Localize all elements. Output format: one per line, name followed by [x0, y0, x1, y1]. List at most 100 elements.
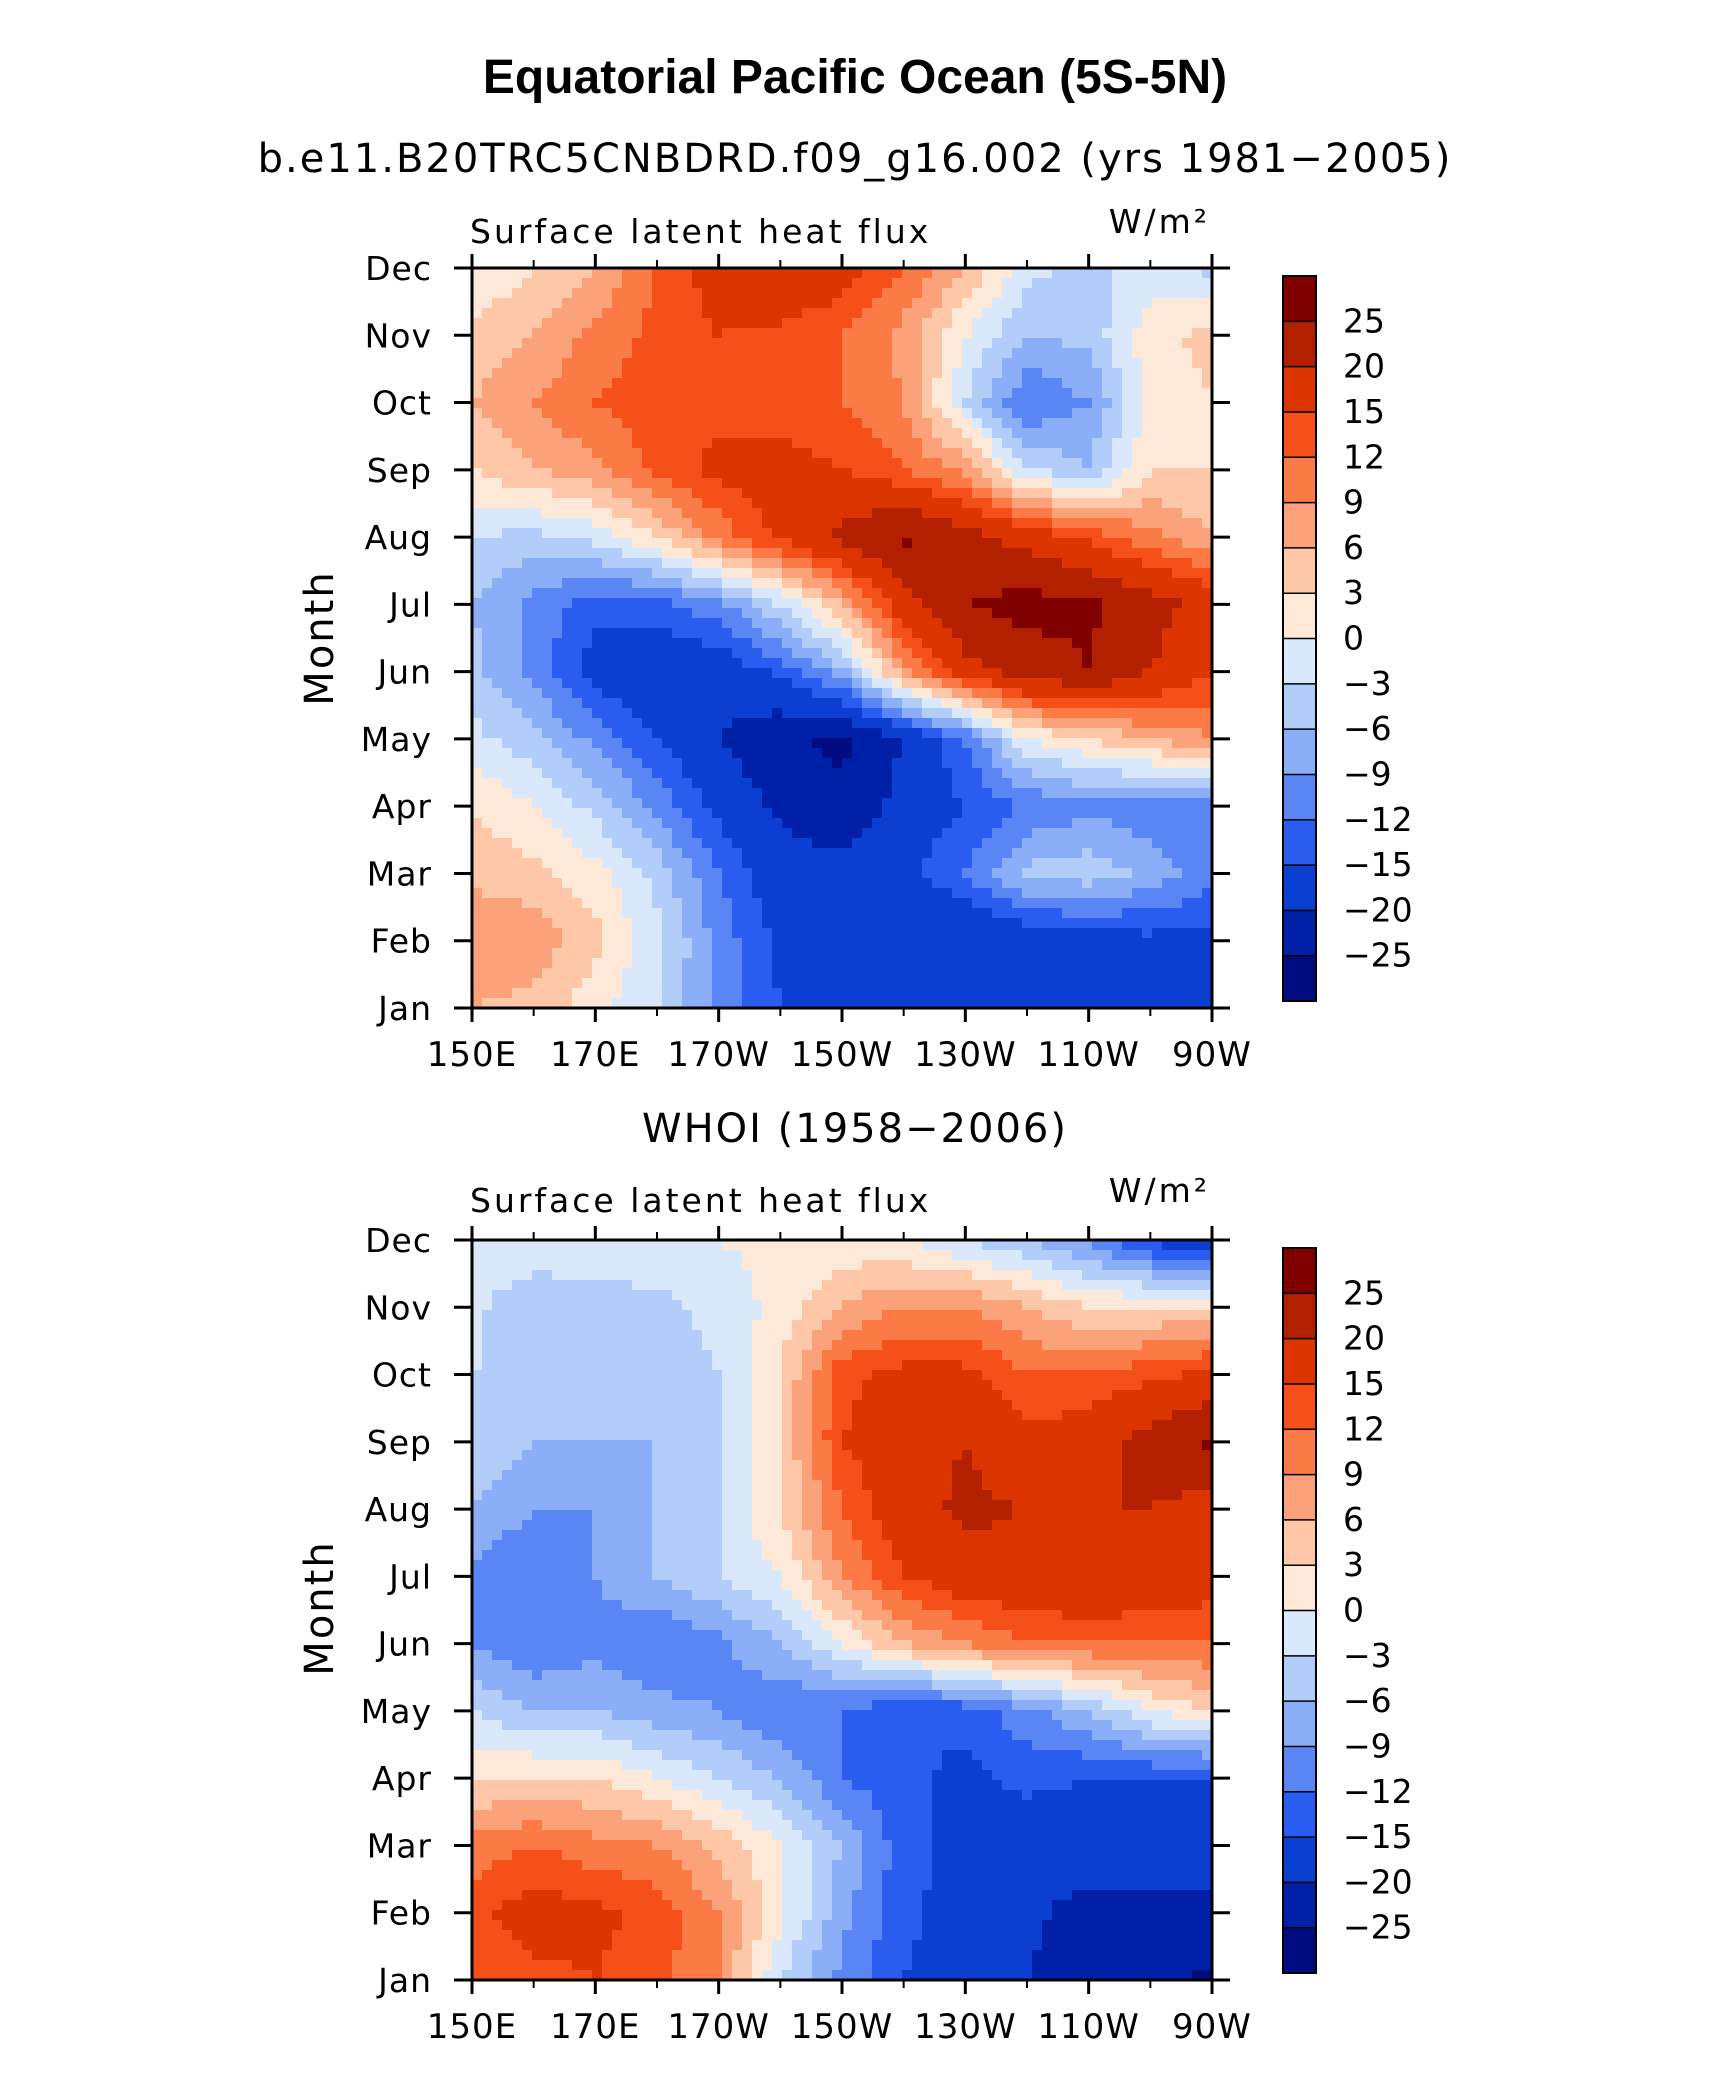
heatmap-cell: [972, 288, 983, 299]
heatmap-cell: [1052, 738, 1063, 749]
heatmap-cell: [532, 648, 543, 659]
heatmap-cell: [1062, 588, 1073, 599]
heatmap-cell: [892, 708, 903, 719]
heatmap-cell: [642, 728, 653, 739]
heatmap-cell: [622, 748, 633, 759]
heatmap-cell: [892, 868, 903, 879]
heatmap-cell: [972, 418, 983, 429]
heatmap-cell: [1052, 318, 1063, 329]
heatmap-cell: [1102, 498, 1113, 509]
heatmap-cell: [1052, 878, 1063, 889]
heatmap-cell: [1042, 858, 1053, 869]
heatmap-cell: [1132, 488, 1143, 499]
heatmap-cell: [1182, 728, 1193, 739]
heatmap-cell: [1102, 858, 1113, 869]
heatmap-cell: [512, 738, 523, 749]
heatmap-cell: [562, 408, 573, 419]
heatmap-cell: [1192, 498, 1203, 509]
heatmap-cell: [542, 448, 553, 459]
heatmap-cell: [842, 448, 853, 459]
heatmap-cell: [792, 648, 803, 659]
heatmap-cell: [1142, 858, 1153, 869]
heatmap-cell: [1182, 768, 1193, 779]
heatmap-cell: [552, 848, 563, 859]
heatmap-cell: [562, 628, 573, 639]
heatmap-cell: [1192, 398, 1203, 409]
heatmap-cell: [1022, 928, 1033, 939]
heatmap-cell: [1022, 608, 1033, 619]
heatmap-cell: [492, 308, 503, 319]
heatmap-cell: [1062, 488, 1073, 499]
heatmap-cell: [592, 918, 603, 929]
heatmap-cell: [1152, 658, 1163, 669]
heatmap-cell: [612, 648, 623, 659]
heatmap-cell: [532, 498, 543, 509]
heatmap-cell: [972, 768, 983, 779]
heatmap-cell: [842, 288, 853, 299]
heatmap-cell: [522, 308, 533, 319]
heatmap-cell: [1102, 398, 1113, 409]
heatmap-cell: [1092, 268, 1103, 279]
heatmap-cell: [542, 778, 553, 789]
heatmap-cell: [962, 438, 973, 449]
heatmap-cell: [902, 438, 913, 449]
heatmap-cell: [802, 688, 813, 699]
heatmap-cell: [912, 518, 923, 529]
heatmap-cell: [902, 838, 913, 849]
heatmap-cell: [902, 508, 913, 519]
heatmap-cell: [822, 468, 833, 479]
heatmap-cell: [602, 628, 613, 639]
heatmap-cell: [952, 928, 963, 939]
heatmap-cell: [582, 518, 593, 529]
heatmap-cell: [932, 848, 943, 859]
heatmap-cell: [892, 588, 903, 599]
heatmap-cell: [532, 518, 543, 529]
heatmap-cell: [782, 798, 793, 809]
heatmap-cell: [922, 588, 933, 599]
heatmap-cell: [872, 768, 883, 779]
heatmap-cell: [1012, 288, 1023, 299]
heatmap-cell: [592, 528, 603, 539]
heatmap-cell: [622, 808, 633, 819]
heatmap-cell: [692, 438, 703, 449]
heatmap-cell: [892, 268, 903, 279]
heatmap-cell: [762, 578, 773, 589]
heatmap-cell: [482, 798, 493, 809]
heatmap-cell: [762, 528, 773, 539]
heatmap-cell: [592, 378, 603, 389]
heatmap-cell: [1172, 288, 1183, 299]
heatmap-cell: [562, 658, 573, 669]
heatmap-cell: [652, 748, 663, 759]
heatmap-cell: [1202, 538, 1213, 549]
heatmap-cell: [812, 818, 823, 829]
heatmap-cell: [792, 618, 803, 629]
heatmap-cell: [1202, 268, 1213, 279]
heatmap-cell: [662, 498, 673, 509]
heatmap-cell: [1002, 608, 1013, 619]
heatmap-cell: [712, 758, 723, 769]
heatmap-cell: [742, 498, 753, 509]
heatmap-cell: [1062, 308, 1073, 319]
heatmap-cell: [682, 538, 693, 549]
heatmap-cell: [842, 608, 853, 619]
heatmap-cell: [1002, 528, 1013, 539]
heatmap-cell: [902, 848, 913, 859]
heatmap-cell: [1152, 388, 1163, 399]
heatmap-cell: [1082, 698, 1093, 709]
heatmap-cell: [782, 928, 793, 939]
heatmap-cell: [1162, 288, 1173, 299]
heatmap-cell: [952, 768, 963, 779]
heatmap-cell: [822, 788, 833, 799]
heatmap-cell: [902, 858, 913, 869]
heatmap-cell: [742, 748, 753, 759]
heatmap-cell: [1142, 458, 1153, 469]
heatmap-cell: [732, 468, 743, 479]
heatmap-cell: [862, 568, 873, 579]
heatmap-cell: [682, 358, 693, 369]
heatmap-cell: [1162, 298, 1173, 309]
heatmap-cell: [882, 728, 893, 739]
heatmap-cell: [832, 368, 843, 379]
page-title: Equatorial Pacific Ocean (5S-5N): [482, 51, 1228, 104]
heatmap-cell: [842, 858, 853, 869]
heatmap-cell: [702, 428, 713, 439]
